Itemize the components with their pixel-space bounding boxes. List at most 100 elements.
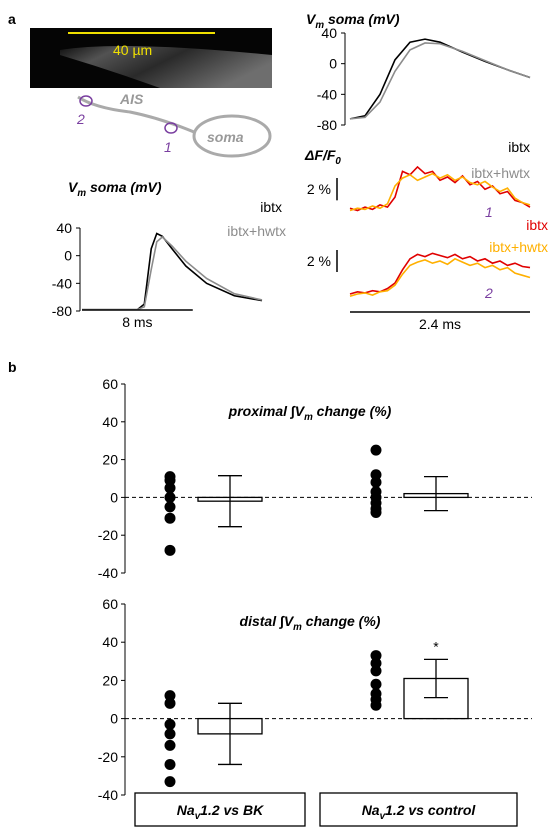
chart-title-sub: m	[293, 622, 302, 633]
soma-shape	[192, 114, 272, 158]
y-tick-label: -40	[98, 787, 118, 803]
y-tick-label: 0	[110, 711, 118, 727]
chart-title-part: soma (mV)	[324, 11, 400, 27]
y-tick-label: -80	[317, 117, 337, 133]
legend-entry: ibtx	[526, 217, 548, 233]
y-tick-label: -80	[52, 303, 72, 319]
data-point	[370, 678, 382, 690]
soma-label: soma	[207, 129, 244, 145]
y-tick-label: -20	[98, 527, 118, 543]
data-point	[164, 501, 176, 513]
data-point	[370, 650, 382, 662]
category-label-sub: v	[195, 811, 201, 822]
legend-entry: ibtx+hwtx	[489, 239, 548, 255]
trace	[349, 165, 531, 212]
chart-title-sub: m	[315, 20, 324, 31]
ais-label: AIS	[119, 91, 144, 107]
chart-title: ΔF/F0	[304, 147, 341, 167]
data-point	[164, 491, 176, 503]
scale-label: 2 %	[307, 181, 331, 197]
legend-entry: ibtx+hwtx	[471, 165, 530, 181]
data-point	[164, 474, 176, 486]
chart-title-sub: 0	[335, 156, 341, 167]
y-tick-label: -40	[317, 86, 337, 102]
category-label-part: Na	[177, 802, 195, 818]
panel-label: b	[8, 359, 17, 375]
site-marker	[164, 122, 178, 134]
y-tick-label: 40	[102, 634, 118, 650]
y-tick-label: 0	[329, 56, 337, 72]
scale-label: 2 %	[307, 253, 331, 269]
trace	[349, 252, 531, 295]
significance: *	[433, 638, 439, 654]
category-label-part: 1.2 vs BK	[200, 802, 264, 818]
legend-entry: ibtx+hwtx	[227, 223, 286, 239]
chart-title-part: distal ∫V	[240, 613, 295, 629]
data-point	[370, 444, 382, 456]
category-label-part: 1.2 vs control	[385, 802, 476, 818]
data-point	[370, 476, 382, 488]
cell-image	[60, 46, 272, 88]
scale-label: 40 µm	[113, 42, 152, 58]
y-tick-label: 40	[321, 25, 337, 41]
y-tick-label: -20	[98, 749, 118, 765]
site-marker	[79, 95, 93, 107]
y-tick-label: 40	[102, 414, 118, 430]
chart-title-sub: m	[304, 412, 313, 423]
y-tick-label: -40	[52, 275, 72, 291]
y-tick-label: 0	[110, 489, 118, 505]
scale-label: 8 ms	[122, 314, 152, 330]
category-label: Nav1.2 vs BK	[177, 802, 264, 822]
data-point	[164, 776, 176, 788]
data-point	[164, 718, 176, 730]
trace	[82, 235, 263, 311]
data-point	[164, 758, 176, 770]
chart-title-part: ΔF/F	[304, 147, 336, 163]
chart-title: Vm soma (mV)	[306, 11, 400, 31]
chart-title: distal ∫Vm change (%)	[240, 613, 381, 633]
chart-title-part: V	[68, 179, 79, 195]
data-point	[370, 469, 382, 481]
chart-title-part: change (%)	[313, 403, 392, 419]
category-label-part: Na	[362, 802, 380, 818]
site-label: 2	[484, 285, 493, 301]
chart-title: proximal ∫Vm change (%)	[228, 403, 392, 423]
scale-label: 2.4 ms	[419, 316, 461, 332]
data-point	[164, 697, 176, 709]
chart-title-part: change (%)	[302, 613, 381, 629]
trace	[349, 38, 531, 120]
data-point	[370, 657, 382, 669]
y-tick-label: 20	[102, 672, 118, 688]
data-point	[164, 739, 176, 751]
trace	[349, 42, 531, 120]
site-label: 1	[485, 204, 493, 220]
chart-title-sub: m	[77, 188, 86, 199]
category-box	[134, 792, 306, 827]
data-point	[164, 512, 176, 524]
data-point	[164, 544, 176, 556]
chart-title-part: soma (mV)	[86, 179, 162, 195]
data-point	[164, 690, 176, 702]
category-box	[319, 792, 518, 827]
data-point	[370, 507, 382, 519]
y-tick-label: 60	[102, 376, 118, 392]
trace	[349, 257, 531, 297]
category-label: Nav1.2 vs control	[362, 802, 477, 822]
data-point	[164, 482, 176, 494]
trace	[349, 172, 531, 212]
legend-entry: ibtx	[260, 199, 282, 215]
chart-title-part: V	[306, 11, 317, 27]
chart-title: Vm soma (mV)	[68, 179, 162, 199]
site-label: 1	[164, 139, 172, 155]
y-tick-label: 0	[64, 248, 72, 264]
y-tick-label: 20	[102, 452, 118, 468]
site-label: 2	[76, 111, 85, 127]
data-point	[370, 665, 382, 677]
y-tick-label: 60	[102, 596, 118, 612]
panel-label: a	[8, 11, 16, 27]
data-point	[370, 699, 382, 711]
data-point	[164, 728, 176, 740]
y-tick-label: -40	[98, 565, 118, 581]
y-tick-label: 40	[56, 220, 72, 236]
